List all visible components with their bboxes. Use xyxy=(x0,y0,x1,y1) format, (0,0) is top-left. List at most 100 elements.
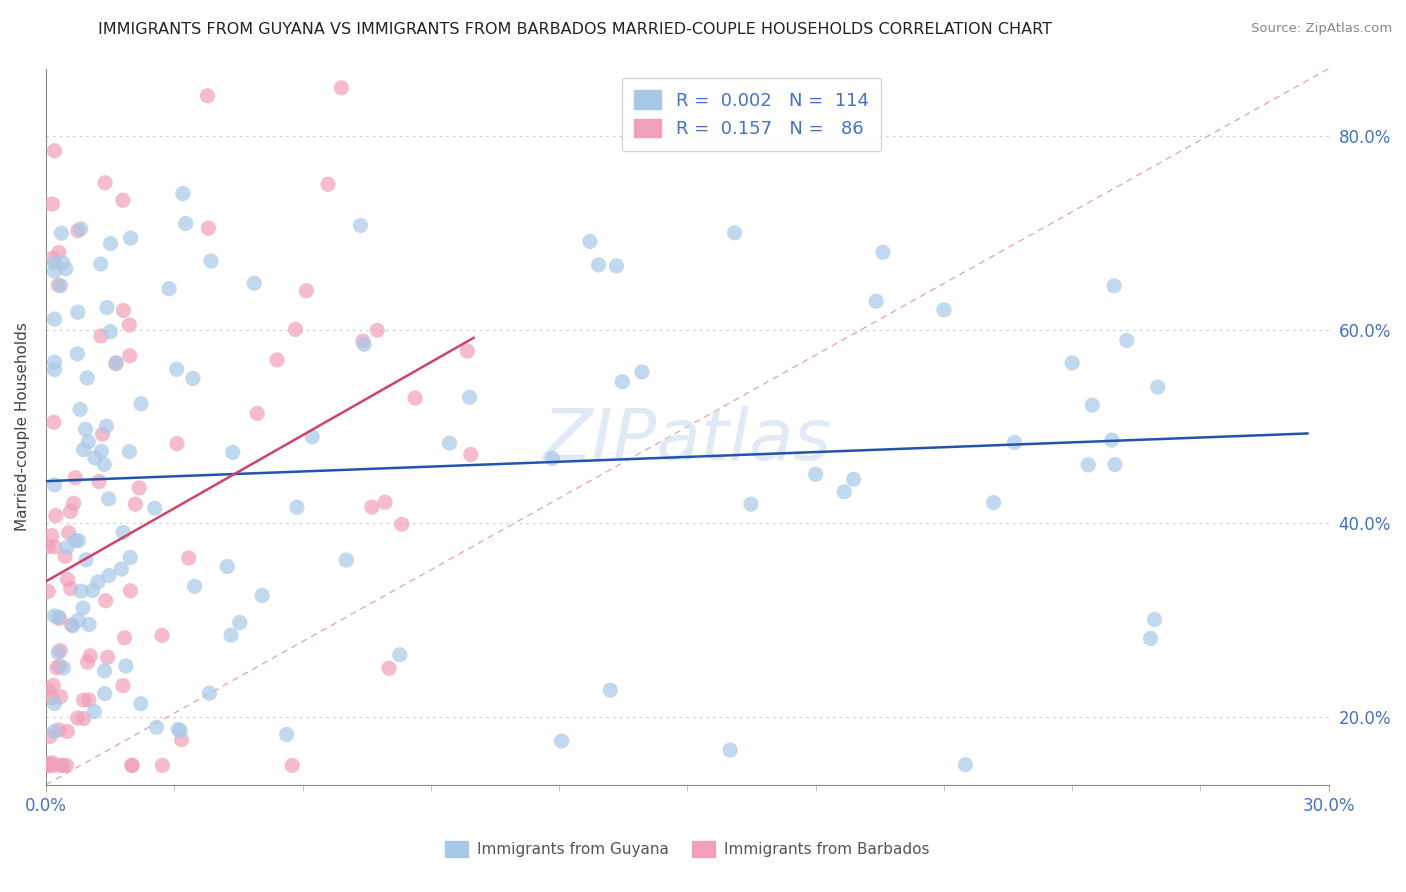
Point xyxy=(281,758,304,772)
Point xyxy=(48,611,70,625)
Point xyxy=(378,661,401,675)
Point xyxy=(44,144,66,158)
Point xyxy=(112,525,135,540)
Point xyxy=(550,734,572,748)
Point xyxy=(90,329,112,343)
Point xyxy=(51,226,73,240)
Point xyxy=(145,720,167,734)
Point xyxy=(121,758,143,772)
Point xyxy=(56,724,79,739)
Point xyxy=(612,375,634,389)
Point xyxy=(588,258,610,272)
Point xyxy=(66,224,89,238)
Point xyxy=(77,617,100,632)
Point xyxy=(55,758,77,772)
Point xyxy=(41,528,63,542)
Point xyxy=(932,302,955,317)
Point xyxy=(456,344,478,359)
Point xyxy=(276,727,298,741)
Point xyxy=(44,312,66,326)
Point xyxy=(45,661,67,675)
Point xyxy=(157,282,180,296)
Point xyxy=(55,541,77,555)
Point xyxy=(44,609,66,624)
Point xyxy=(91,427,114,442)
Point xyxy=(59,582,82,596)
Point xyxy=(284,322,307,336)
Point xyxy=(111,194,134,208)
Point xyxy=(37,758,59,772)
Point xyxy=(44,362,66,376)
Point xyxy=(121,758,143,772)
Point xyxy=(266,353,288,368)
Point xyxy=(59,504,82,518)
Point xyxy=(120,583,142,598)
Point xyxy=(104,357,127,371)
Point xyxy=(114,631,136,645)
Point xyxy=(53,549,76,564)
Point xyxy=(66,347,89,361)
Point xyxy=(128,481,150,495)
Point xyxy=(98,325,121,339)
Point xyxy=(37,584,59,599)
Point xyxy=(82,583,104,598)
Point xyxy=(37,756,59,771)
Point xyxy=(172,186,194,201)
Point xyxy=(62,619,84,633)
Point xyxy=(58,525,80,540)
Point xyxy=(83,705,105,719)
Point xyxy=(65,471,87,485)
Point xyxy=(181,371,204,385)
Point xyxy=(718,743,741,757)
Point xyxy=(87,574,110,589)
Point xyxy=(87,475,110,489)
Point xyxy=(73,712,96,726)
Point xyxy=(1101,433,1123,447)
Point xyxy=(48,245,70,260)
Point xyxy=(177,551,200,566)
Point xyxy=(60,618,83,632)
Point xyxy=(460,448,482,462)
Point xyxy=(1139,632,1161,646)
Point xyxy=(842,472,865,486)
Point xyxy=(44,477,66,491)
Point xyxy=(285,500,308,515)
Point xyxy=(66,711,89,725)
Point xyxy=(118,318,141,332)
Point xyxy=(42,251,65,265)
Point xyxy=(169,723,191,738)
Point xyxy=(198,686,221,700)
Point xyxy=(105,355,128,369)
Point xyxy=(44,724,66,739)
Point xyxy=(246,406,269,420)
Point xyxy=(197,221,219,235)
Point xyxy=(97,491,120,506)
Point xyxy=(39,730,62,744)
Point xyxy=(69,222,91,236)
Point xyxy=(66,305,89,319)
Point xyxy=(55,261,77,276)
Point xyxy=(605,259,627,273)
Point xyxy=(112,303,135,318)
Point xyxy=(200,254,222,268)
Point xyxy=(579,235,602,249)
Point xyxy=(41,197,63,211)
Point xyxy=(120,231,142,245)
Point xyxy=(150,628,173,642)
Point xyxy=(96,419,118,434)
Point xyxy=(49,659,72,673)
Point xyxy=(740,497,762,511)
Point xyxy=(388,648,411,662)
Point xyxy=(391,517,413,532)
Point xyxy=(39,758,62,772)
Point xyxy=(94,176,117,190)
Point xyxy=(118,444,141,458)
Point xyxy=(52,758,75,772)
Point xyxy=(243,276,266,290)
Point xyxy=(1146,380,1168,394)
Point xyxy=(295,284,318,298)
Point xyxy=(374,495,396,509)
Point xyxy=(250,588,273,602)
Point xyxy=(52,256,75,270)
Point xyxy=(41,756,63,770)
